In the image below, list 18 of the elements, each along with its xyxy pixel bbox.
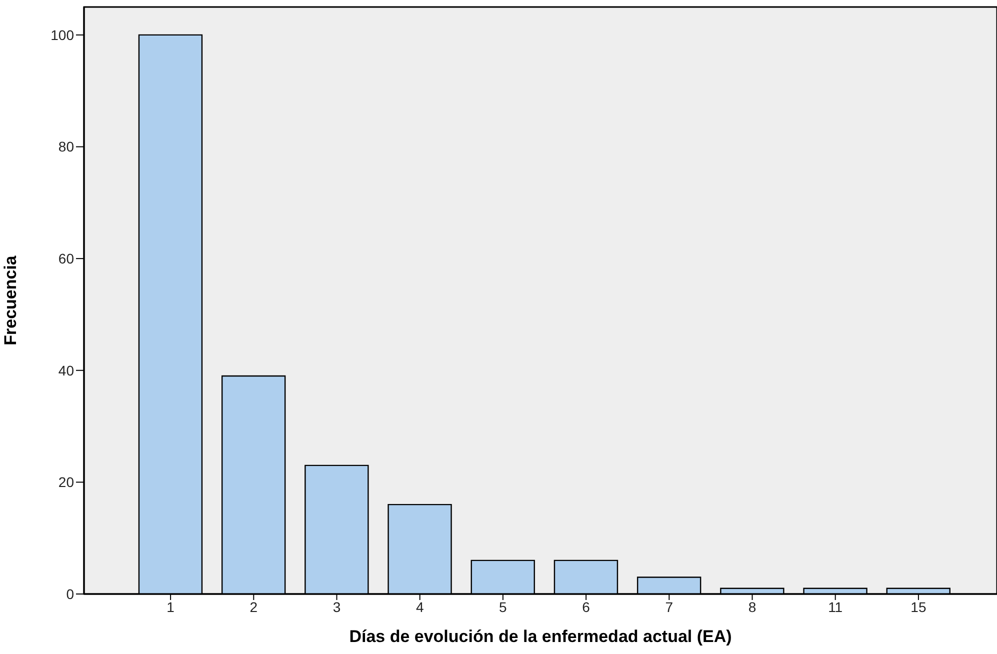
x-tick-label: 2 [250,598,258,615]
x-tick-label: 7 [665,598,674,615]
x-tick-label: 11 [828,598,843,615]
y-tick-label: 60 [58,250,74,267]
x-tick-label: 5 [499,598,508,615]
y-axis-title: Frecuencia [1,255,20,346]
x-tick-label: 15 [910,598,926,615]
y-tick-label: 100 [50,26,74,43]
x-tick-label: 8 [748,598,756,615]
y-tick-label: 40 [58,362,74,378]
y-tick-label: 80 [58,138,74,155]
y-tick-label: 0 [66,586,74,602]
x-tick-label: 6 [582,598,590,615]
x-tick-label: 3 [332,598,341,615]
x-tick-label: 1 [166,598,175,615]
y-tick-label: 20 [58,474,74,490]
x-tick-label: 4 [416,598,424,615]
x-axis-title: Días de evolución de la enfermedad actual (EA) [349,627,732,646]
